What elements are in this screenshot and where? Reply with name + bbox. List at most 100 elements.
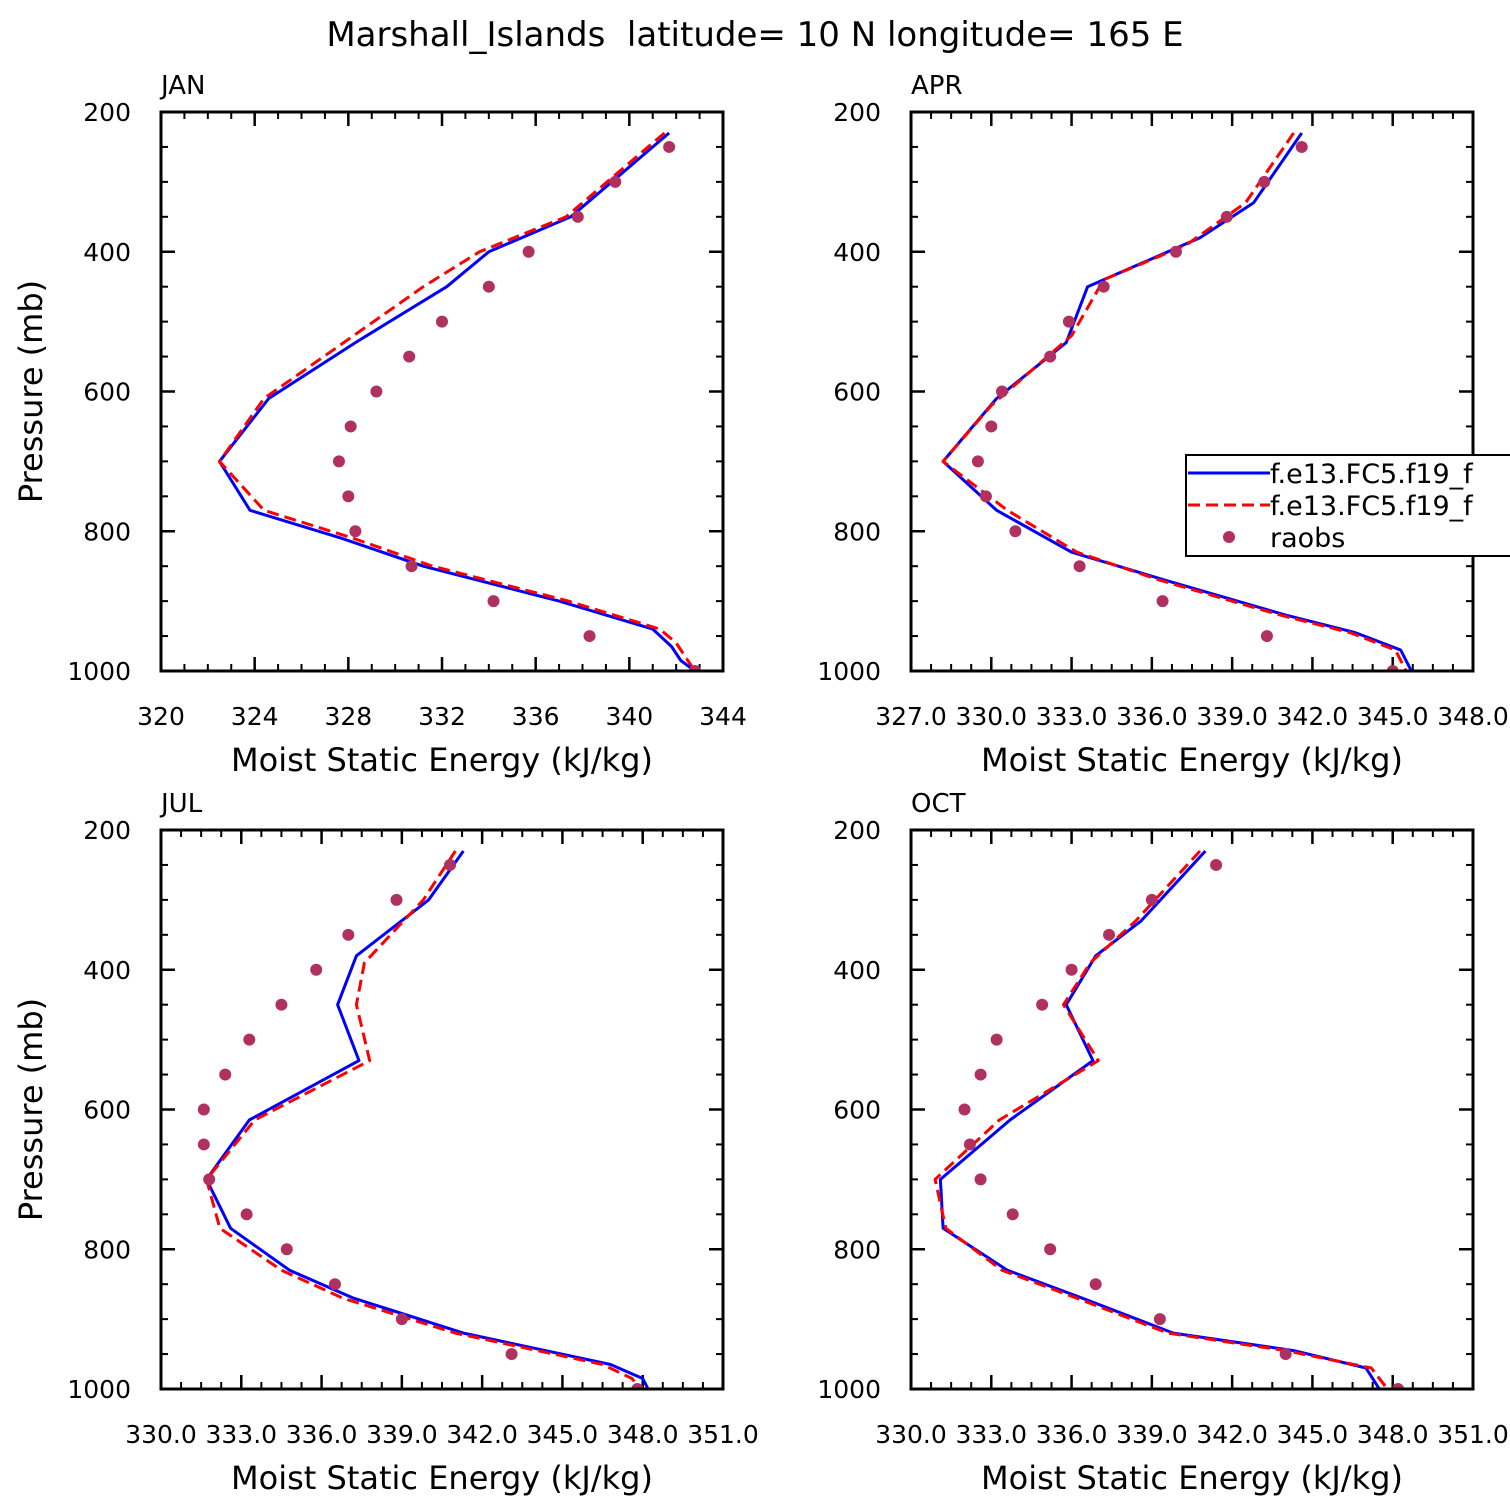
x-tick-label: 344 [699,702,747,731]
raobs-point [197,1138,210,1151]
panel-jan: JAN 320 324 328 332 336 340 344 200 400 600 800 1000… [12,71,747,779]
raobs-point [1156,595,1169,608]
raobs-point [1062,315,1075,328]
raobs-point [243,1033,256,1046]
raobs-point [275,998,288,1011]
x-tick-label: 342.0 [1277,702,1349,731]
x-tick-label: 336.0 [1116,702,1188,731]
legend-label: raobs [1270,523,1345,554]
x-tick-label: 339.0 [1116,1420,1188,1449]
plot-area [197,850,650,1389]
x-tick-label: 336.0 [1036,1420,1108,1449]
y-axis-title: Pressure (mb) [12,280,50,503]
x-tick-label: 330.0 [875,1420,947,1449]
y-tick-label: 800 [83,1235,131,1264]
panel-apr: APR 327.0 330.0 333.0 336.0 339.0 342.0 345.0 34… [817,71,1508,779]
x-tick-label: 339.0 [366,1420,438,1449]
y-tick-label: 600 [833,1096,881,1125]
legend-marker-dots [1223,531,1235,543]
x-tick-label: 333.0 [955,1420,1027,1449]
y-tick-label: 1000 [67,1375,131,1404]
panel-oct: OCT 330.0 333.0 336.0 339.0 342.0 345.0 348.0 35… [817,789,1508,1497]
plot-area [941,132,1413,671]
x-tick-label: 351.0 [687,1420,759,1449]
raobs-point [280,1243,293,1256]
raobs-point [1006,1208,1019,1221]
raobs-point [505,1348,518,1361]
x-tick-label: 345.0 [527,1420,599,1449]
raobs-point [571,210,584,223]
y-tick-label: 200 [83,98,131,127]
series-line-dashed [205,850,642,1389]
raobs-point [1169,245,1182,258]
series-line-dashed [218,131,697,671]
raobs-point [1279,1348,1292,1361]
y-tick-label: 600 [83,378,131,407]
y-tick-label: 400 [83,238,131,267]
y-tick-label: 600 [83,1096,131,1125]
raobs-point [344,420,357,433]
plot-area [933,849,1405,1389]
plot-frame [909,110,1475,673]
series-line-solid [938,849,1381,1389]
x-tick-label: 333.0 [205,1420,277,1449]
panel-label: JAN [159,71,205,101]
raobs-point [1089,1278,1102,1291]
x-tick-label: 330.0 [955,702,1027,731]
y-tick-label: 400 [833,238,881,267]
raobs-point [1153,1313,1166,1326]
y-tick-label: 400 [833,956,881,985]
raobs-point [310,963,323,976]
series-line-solid [218,131,696,671]
x-tick-label: 348.0 [1437,702,1509,731]
x-axis-title: Moist Static Energy (kJ/kg) [981,1459,1403,1497]
series-line-solid [205,850,650,1389]
raobs-point [979,490,992,503]
x-tick-label: 348.0 [607,1420,679,1449]
raobs-point [971,455,984,468]
figure-title: Marshall_Islands latitude= 10 N longitud… [326,15,1183,55]
raobs-point [1073,560,1086,573]
x-tick-label: 340 [605,702,653,731]
raobs-point [342,490,355,503]
raobs-point [395,1313,408,1326]
panel-label: JUL [159,789,203,819]
raobs-point [403,350,416,363]
raobs-point [963,1138,976,1151]
y-tick-label: 800 [833,1235,881,1264]
x-tick-label: 339.0 [1196,702,1268,731]
raobs-point [197,1103,210,1116]
x-tick-label: 342.0 [1196,1420,1268,1449]
legend-label: f.e13.FC5.f19_f [1270,459,1474,490]
y-tick-label: 1000 [67,657,131,686]
x-axis-title: Moist Static Energy (kJ/kg) [981,741,1403,779]
raobs-point [583,630,596,643]
panels: JAN 320 324 328 332 336 340 344 200 400 600 800 1000… [12,71,1509,1497]
raobs-point [390,893,403,906]
raobs-point [1220,210,1233,223]
raobs-point [522,245,535,258]
x-tick-label: 348.0 [1357,1420,1429,1449]
series-line-dashed [941,132,1408,671]
raobs-point [482,280,495,293]
x-tick-label: 342.0 [446,1420,518,1449]
raobs-point [328,1278,341,1291]
x-tick-label: 336 [512,702,560,731]
raobs-point [1036,998,1049,1011]
raobs-point [985,420,998,433]
y-tick-label: 1000 [817,657,881,686]
x-tick-label: 330.0 [125,1420,197,1449]
x-tick-label: 320 [137,702,185,731]
x-tick-label: 345.0 [1357,702,1429,731]
raobs-point [405,560,418,573]
raobs-point [342,928,355,941]
raobs-point [444,858,457,871]
raobs-point [1044,350,1057,363]
raobs-point [1258,175,1271,188]
y-tick-label: 200 [833,98,881,127]
raobs-point [1210,858,1223,871]
plot-area [218,131,701,671]
legend-label: f.e13.FC5.f19_f [1270,491,1474,522]
